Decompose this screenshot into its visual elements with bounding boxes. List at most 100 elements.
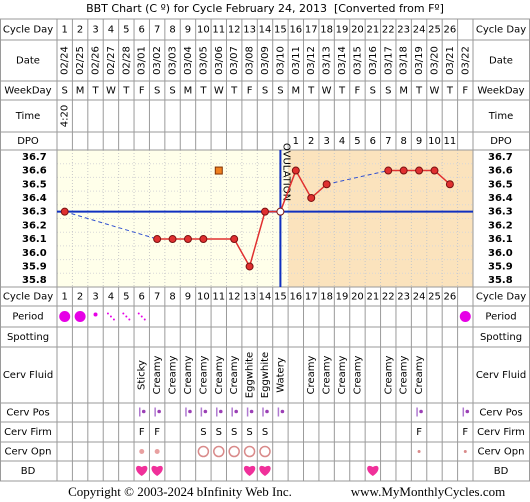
dpo: 6 [370,136,376,147]
cerv-pos-dot [249,409,254,414]
cycle-day: 7 [154,25,160,36]
ovulation-label: OVULATION [280,143,291,201]
date: 03/02 [152,46,163,75]
row-label-right: Period [485,312,516,323]
cerv-pos-dot [141,409,146,414]
weekday: T [91,86,99,97]
row-label-right: Spotting [480,332,522,343]
date: 03/10 [275,46,286,75]
cycle-day: 16 [289,25,302,36]
period-spotting [128,318,131,321]
cerv-pos-dot [280,409,285,414]
date: 03/16 [368,46,379,75]
cerv-opn [243,445,256,458]
date: 03/17 [383,46,394,75]
row-label-right: Cycle Day [476,25,526,36]
y-tick-label: 36.3 [22,207,47,218]
period-spotting [140,315,143,318]
cycle-day: 16 [289,292,302,303]
bd-heart [367,465,379,476]
date: 03/18 [399,46,410,75]
row-label: Cycle Day [3,292,53,303]
temp-point [445,180,454,189]
cycle-day: 22 [382,292,395,303]
row-label-right: BD [494,466,509,477]
y-tick-label-right: 36.1 [488,234,513,245]
row-label-right: DPO [490,136,512,147]
cycle-day: 19 [336,25,349,36]
dpo: 9 [416,136,422,147]
cycle-day: 1 [62,25,68,36]
site-url: www.MyMonthlyCycles.com [351,484,505,499]
y-tick-label: 36.0 [22,248,47,259]
y-tick-label-right: 36.0 [488,248,513,259]
cerv-fluid: Sticky [137,360,148,390]
temp-point [322,180,331,189]
cerv-firm: F [139,427,145,438]
dpo: 7 [385,136,391,147]
cerv-pos-dot [465,409,470,414]
y-tick-label-right: 36.5 [488,179,513,190]
weekday: S [370,86,376,97]
cycle-day: 26 [444,25,457,36]
cycle-day: 20 [351,25,364,36]
cerv-firm: S [231,427,237,438]
bd-heart [243,465,256,476]
cycle-day: 24 [413,25,426,36]
weekday: T [307,86,315,97]
cerv-fluid: Creamy [337,356,348,395]
weekday: S [154,86,160,97]
cerv-firm: S [200,427,206,438]
cerv-pos-dot [265,409,269,414]
date: 02/28 [121,46,132,75]
temp-point [261,207,269,216]
weekday: W [322,86,332,97]
cerv-fluid: Creamy [306,356,317,395]
cerv-pos-dot [157,409,161,414]
row-label: DPO [17,136,39,147]
cerv-firm: F [416,427,422,438]
period-heavy [459,311,471,322]
date: 02/25 [75,46,86,75]
cerv-opn [154,449,160,454]
temp-point [276,207,285,216]
weekday: F [462,86,468,97]
cycle-day: 14 [259,25,272,36]
date: 02/24 [60,46,71,75]
cycle-day: 3 [92,25,98,36]
time: 4:20 [60,105,71,127]
date: 02/27 [106,46,117,75]
weekday: M [76,86,85,97]
cerv-firm: S [262,427,268,438]
y-tick-label: 36.7 [22,152,47,163]
cycle-day: 2 [77,25,83,36]
cerv-firm: S [216,427,222,438]
cerv-fluid: Creamy [168,356,179,395]
cerv-fluid: Eggwhite [260,352,271,398]
weekday: M [399,86,408,97]
cerv-fluid: Creamy [399,356,410,395]
row-label: BD [21,466,36,477]
cerv-fluid: Creamy [383,356,394,395]
temp-point [60,207,69,216]
date: 03/12 [306,46,317,75]
period-heavy [74,311,86,322]
cycle-day: 15 [274,292,287,303]
period-light [93,312,98,317]
row-label: Cycle Day [3,25,53,36]
weekday: S [277,86,283,97]
cycle-day: 6 [139,292,145,303]
date: 03/09 [260,46,271,75]
cerv-fluid: Creamy [152,356,163,395]
date: 03/03 [168,46,179,75]
temp-point [230,235,239,244]
row-label-right: Cerv Fluid [476,370,526,381]
dpo: 1 [293,136,299,147]
cycle-day: 15 [274,25,287,36]
cerv-fluid: Creamy [322,356,333,395]
cerv-opn [197,445,210,458]
cycle-day: 9 [185,25,191,36]
weekday: S [62,86,68,97]
weekday: W [430,86,440,97]
